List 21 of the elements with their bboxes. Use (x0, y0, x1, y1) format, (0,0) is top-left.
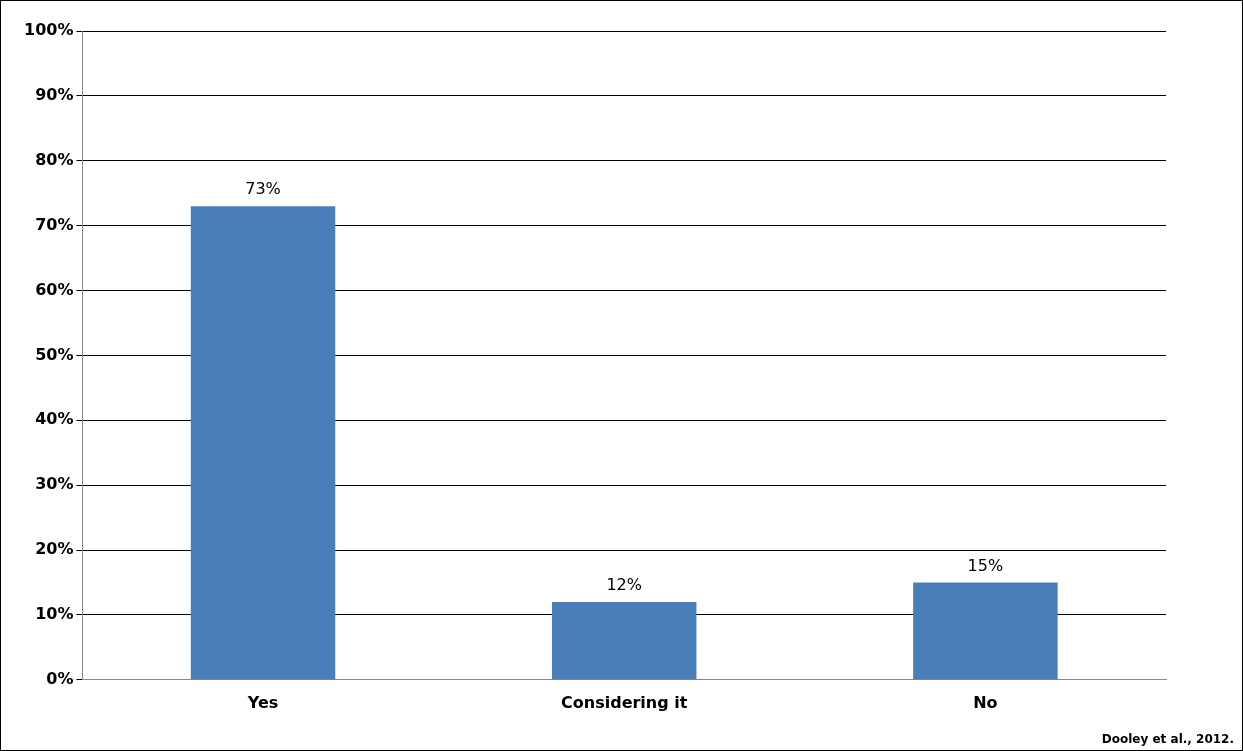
data-label: 73% (245, 179, 281, 199)
y-tick-label: 60% (35, 279, 74, 299)
bar (913, 582, 1058, 680)
y-tick-label: 80% (35, 149, 74, 169)
y-tick-label: 100% (23, 20, 74, 40)
x-tick-label: No (973, 692, 998, 712)
y-tick-label: 20% (35, 539, 74, 559)
y-tick-label: 0% (46, 668, 74, 688)
y-tick-label: 30% (35, 474, 74, 494)
y-tick-label: 10% (35, 604, 74, 624)
y-tick-label: 50% (35, 344, 74, 364)
data-label: 12% (606, 575, 642, 595)
x-tick-label: Yes (246, 692, 279, 712)
bar (551, 601, 697, 680)
y-tick-label: 90% (35, 85, 74, 105)
bar (190, 206, 336, 680)
y-tick-label: 40% (35, 409, 74, 429)
x-tick-label: Considering it (561, 692, 688, 712)
data-label: 15% (967, 555, 1004, 575)
text: Dooley et al., 2012. (1101, 732, 1234, 746)
y-tick-label: 70% (35, 214, 74, 234)
